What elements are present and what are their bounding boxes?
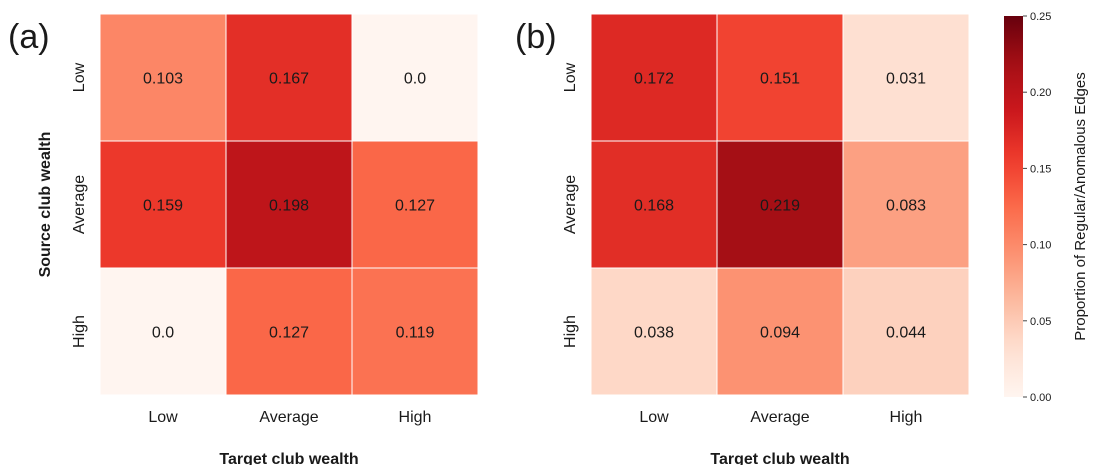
heatmap-cell-0-2-0 bbox=[99, 267, 227, 396]
cell-value-label-1-2-0: 0.038 bbox=[634, 325, 674, 342]
x-tick-label-1-1: Average bbox=[750, 409, 809, 426]
cell-value-label-1-0-2: 0.031 bbox=[886, 71, 926, 88]
heatmap-cell-0-0-0 bbox=[99, 13, 227, 142]
x-tick-label-1-0: Low bbox=[639, 409, 669, 426]
colorbar-tick-label-5: 0.25 bbox=[1030, 11, 1051, 23]
panel-label-0: (a) bbox=[8, 18, 50, 56]
cell-value-label-0-2-2: 0.119 bbox=[396, 325, 435, 342]
colorbar-title: Proportion of Regular/Anomalous Edges bbox=[1072, 72, 1089, 341]
colorbar-tick-label-0: 0.00 bbox=[1030, 392, 1051, 404]
cell-value-label-1-1-2: 0.083 bbox=[886, 198, 926, 215]
heatmap-cell-1-2-0 bbox=[590, 267, 718, 396]
x-tick-label-0-0: Low bbox=[148, 409, 178, 426]
cell-value-label-0-2-0: 0.0 bbox=[152, 325, 174, 342]
cell-value-label-1-0-0: 0.172 bbox=[634, 71, 674, 88]
x-tick-label-0-1: Average bbox=[259, 409, 318, 426]
heatmap-cell-0-2-2 bbox=[351, 267, 479, 396]
cell-value-label-0-1-0: 0.159 bbox=[143, 198, 183, 215]
colorbar-tick-label-2: 0.10 bbox=[1030, 240, 1051, 252]
y-tick-label-0-1: Average bbox=[71, 175, 88, 234]
heatmap-cell-1-1-0 bbox=[590, 140, 718, 269]
cell-value-label-0-1-2: 0.127 bbox=[395, 198, 435, 215]
heatmap-cell-0-0-2 bbox=[351, 13, 479, 142]
cell-value-label-0-0-1: 0.167 bbox=[269, 71, 309, 88]
heatmap-cell-0-1-2 bbox=[351, 140, 479, 269]
heatmap-cell-1-2-1 bbox=[716, 267, 844, 396]
y-tick-label-1-2: High bbox=[562, 315, 579, 348]
cell-value-label-0-0-2: 0.0 bbox=[404, 71, 426, 88]
colorbar-tick-label-3: 0.15 bbox=[1030, 163, 1051, 175]
y-tick-label-0-2: High bbox=[71, 315, 88, 348]
heatmap-cell-0-1-0 bbox=[99, 140, 227, 269]
heatmap-cell-0-1-1 bbox=[225, 140, 353, 269]
y-axis-title-0: Source club wealth bbox=[37, 132, 54, 278]
cell-value-label-1-2-2: 0.044 bbox=[886, 325, 926, 342]
cell-value-label-1-2-1: 0.094 bbox=[760, 325, 800, 342]
panel-label-1: (b) bbox=[515, 18, 557, 56]
x-axis-title-0: Target club wealth bbox=[219, 451, 358, 465]
heatmap-cell-0-0-1 bbox=[225, 13, 353, 142]
x-tick-label-0-2: High bbox=[399, 409, 432, 426]
cell-value-label-0-0-0: 0.103 bbox=[143, 71, 183, 88]
heatmap-cell-1-0-2 bbox=[842, 13, 970, 142]
x-axis-title-1: Target club wealth bbox=[710, 451, 849, 465]
heatmap-cell-1-1-2 bbox=[842, 140, 970, 269]
heatmap-cell-1-0-0 bbox=[590, 13, 718, 142]
y-tick-label-1-0: Low bbox=[562, 62, 579, 92]
cell-value-label-1-1-0: 0.168 bbox=[634, 198, 674, 215]
heatmap-cell-1-1-1 bbox=[716, 140, 844, 269]
cell-value-label-1-0-1: 0.151 bbox=[760, 71, 800, 88]
colorbar bbox=[1004, 16, 1023, 397]
y-tick-label-1-1: Average bbox=[562, 175, 579, 234]
cell-value-label-0-2-1: 0.127 bbox=[269, 325, 309, 342]
cell-value-label-0-1-1: 0.198 bbox=[269, 198, 309, 215]
heatmap-cell-0-2-1 bbox=[225, 267, 353, 396]
cell-value-label-1-1-1: 0.219 bbox=[760, 198, 800, 215]
x-tick-label-1-2: High bbox=[890, 409, 923, 426]
colorbar-tick-label-4: 0.20 bbox=[1030, 87, 1051, 99]
colorbar-tick-label-1: 0.05 bbox=[1030, 316, 1051, 328]
y-tick-label-0-0: Low bbox=[71, 62, 88, 92]
heatmap-cell-1-2-2 bbox=[842, 267, 970, 396]
